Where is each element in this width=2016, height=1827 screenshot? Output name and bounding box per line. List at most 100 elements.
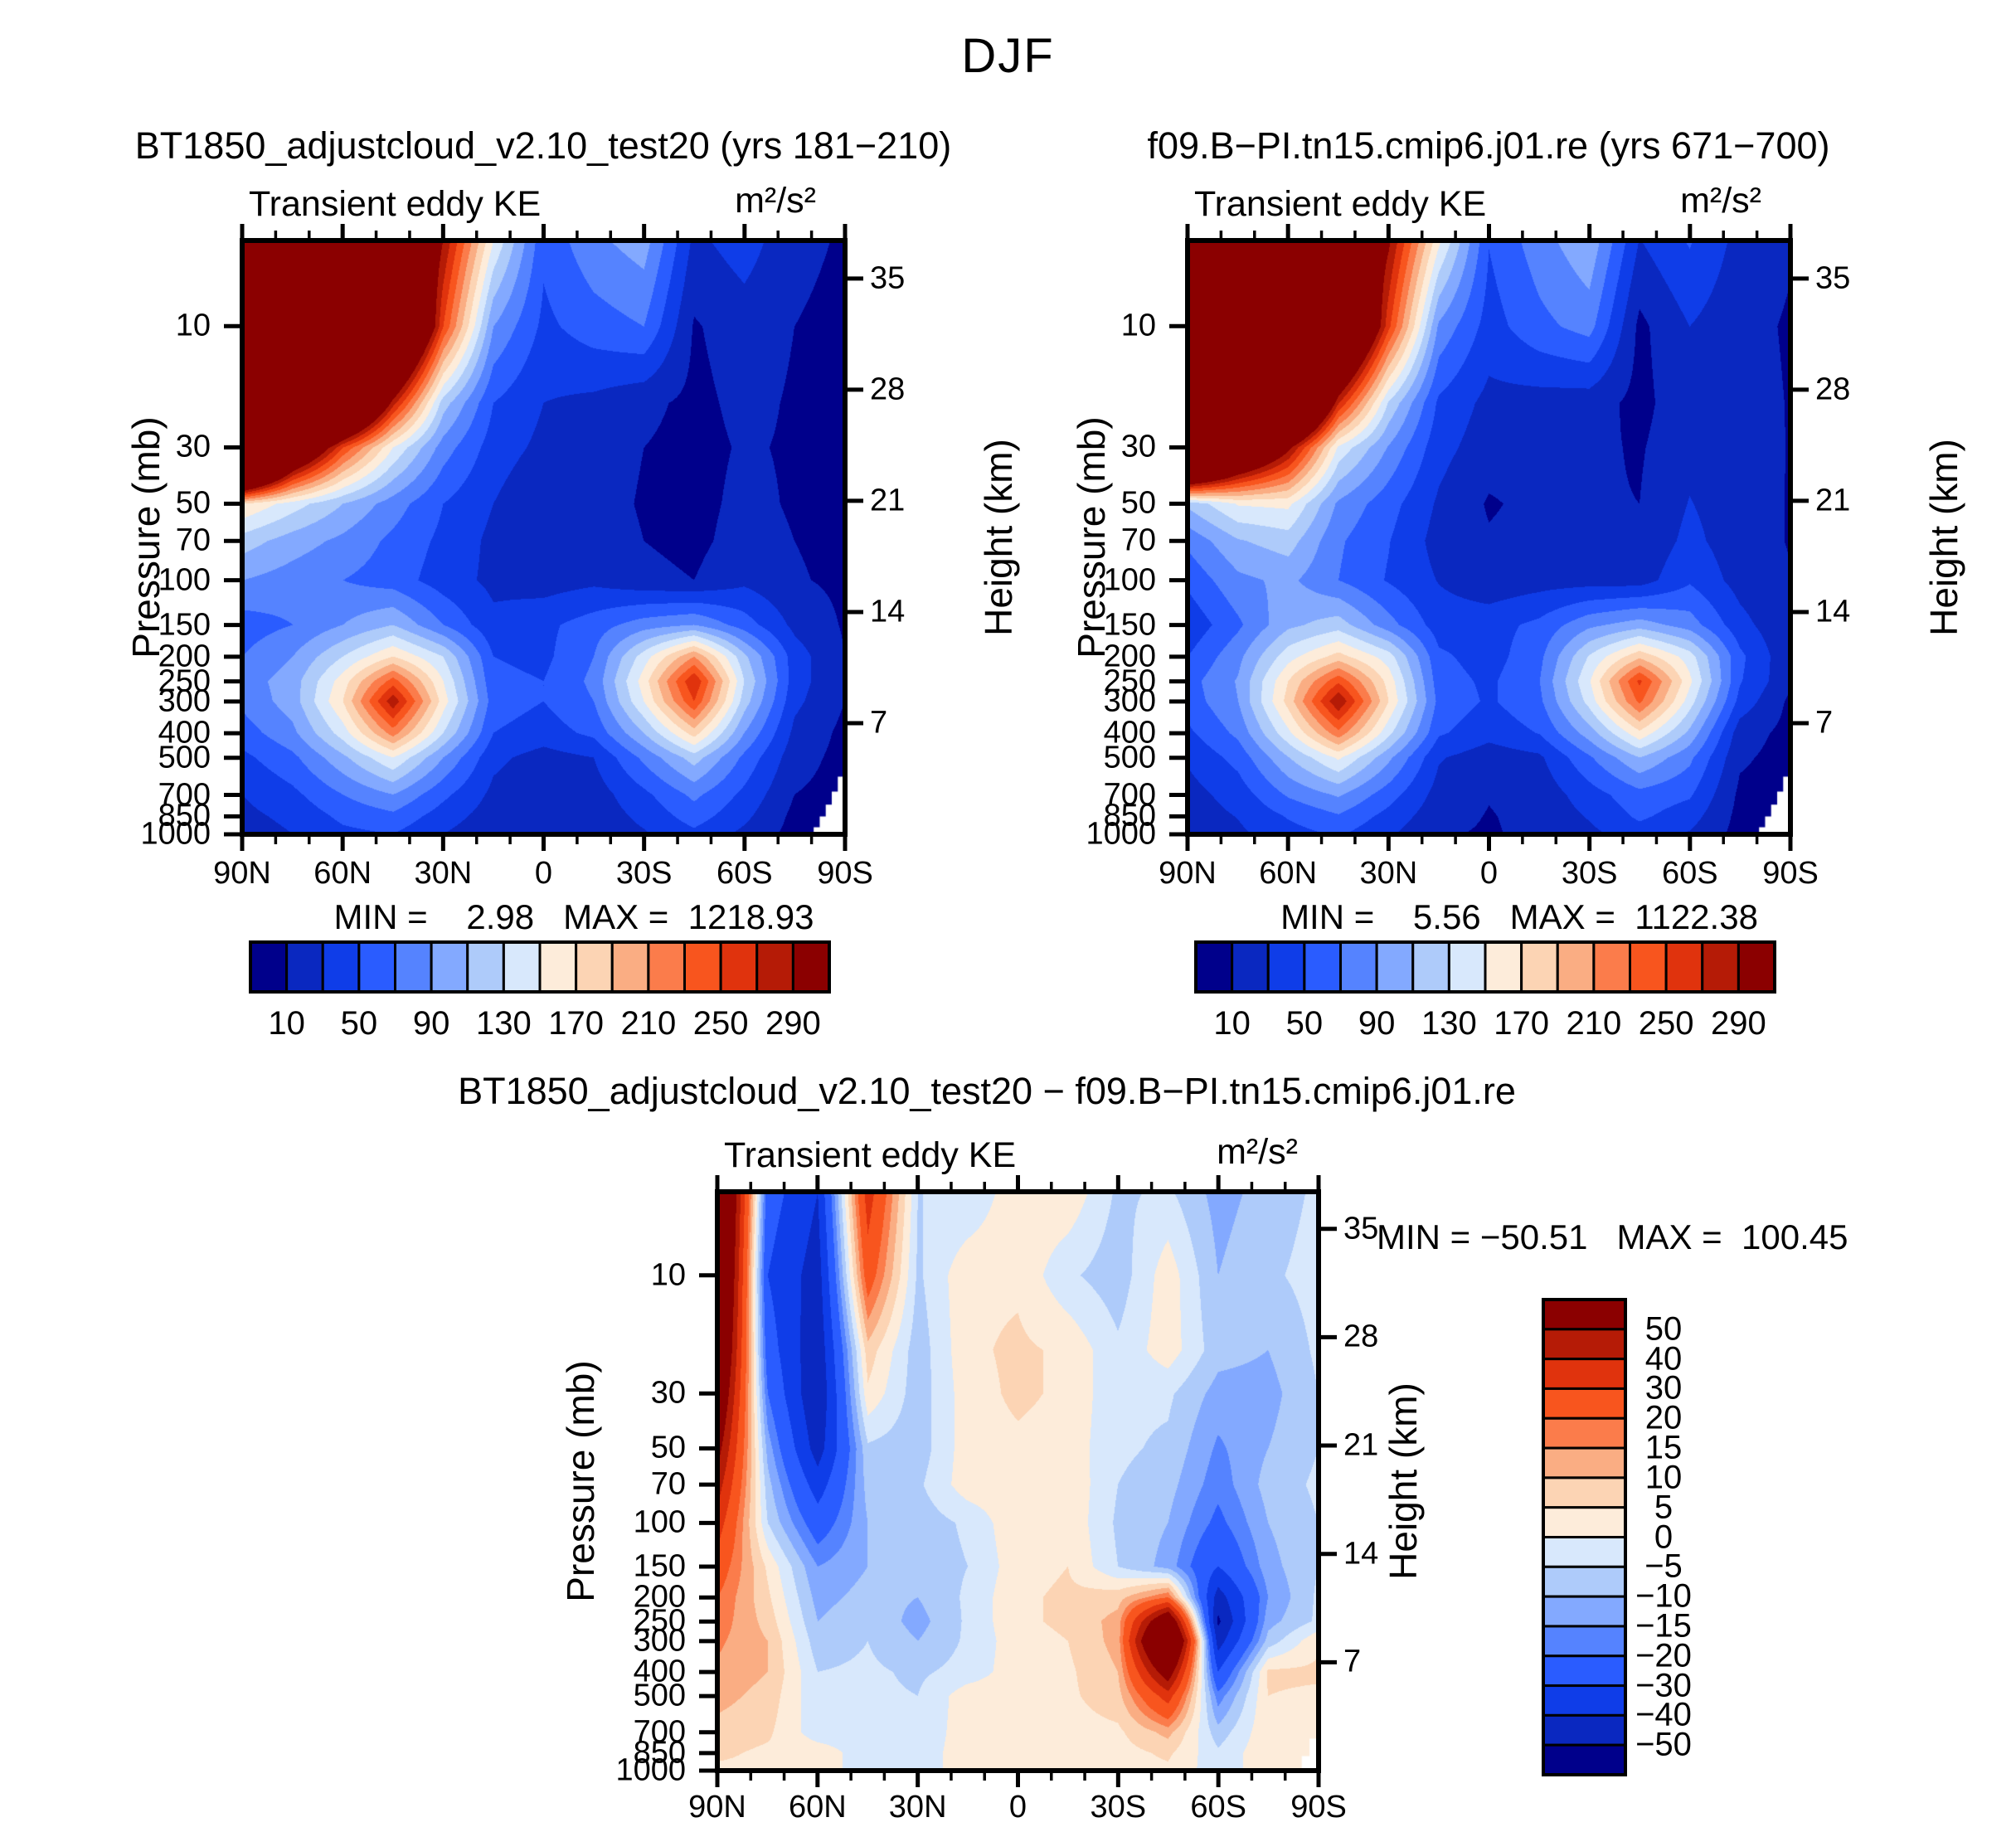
minmax-stats-bt1850: MIN = 2.98 MAX = 1218.93	[333, 897, 814, 936]
colorbar-cell	[1303, 940, 1342, 994]
colorbar-cell	[1664, 940, 1704, 994]
pressure-tick-label: 250	[1103, 663, 1156, 699]
variable-title: Transient eddy KE	[1194, 184, 1487, 224]
colorbar-tick-label: 40	[1644, 1340, 1683, 1378]
pressure-tick-label: 700	[158, 777, 211, 813]
panel-f09-title: f09.B−PI.tn15.cmip6.j01.re (yrs 671−700)	[1147, 124, 1830, 167]
colorbar-tick-label: −20	[1635, 1637, 1692, 1674]
minmax-stats-diff: MIN = −50.51 MAX = 100.45	[1377, 1217, 1848, 1256]
colorbar-cell	[1231, 940, 1270, 994]
lat-tick-label: 90N	[688, 1790, 746, 1825]
pressure-tick-label: 70	[175, 522, 211, 558]
colorbar-tick-label: 10	[268, 1005, 305, 1042]
colorbar-tick-label: 90	[412, 1005, 450, 1042]
colorbar-cell	[647, 940, 686, 994]
lat-tick-label: 30N	[888, 1790, 947, 1825]
pressure-tick-label: 700	[1103, 777, 1156, 813]
colorbar-cell	[357, 940, 396, 994]
pressure-tick-label: 850	[633, 1735, 686, 1771]
lat-tick-label: 60S	[1662, 856, 1718, 891]
colorbar-cell	[791, 940, 831, 994]
lat-tick-label: 90S	[1290, 1790, 1347, 1825]
colorbar-cell	[719, 940, 759, 994]
lat-tick-label: 60N	[788, 1790, 847, 1825]
pressure-tick-label: 200	[633, 1579, 686, 1615]
colorbar-cell	[321, 940, 361, 994]
colorbar-cell	[1375, 940, 1415, 994]
plot-frame	[1194, 940, 1776, 994]
plot-frame	[249, 940, 831, 994]
colorbar-tick-label: 30	[1644, 1369, 1683, 1407]
colorbar-cell	[466, 940, 505, 994]
contour-plot-f09	[1188, 241, 1790, 834]
colorbar-cell	[1629, 940, 1668, 994]
colorbar-tick-label: −40	[1635, 1696, 1692, 1733]
units-label: m²/s²	[735, 181, 816, 221]
colorbar-cell	[610, 940, 650, 994]
panel-bt1850-title: BT1850_adjustcloud_v2.10_test20 (yrs 181…	[134, 124, 952, 167]
pressure-tick-label: 150	[158, 607, 211, 643]
contour-plot-bt1850	[242, 241, 845, 834]
colorbar-tick-label: 130	[1421, 1005, 1477, 1042]
colorbar-cell	[1542, 1625, 1627, 1658]
colorbar-tick-label: 50	[1285, 1005, 1324, 1042]
colorbar-cell	[683, 940, 722, 994]
colorbar-tick-label: −15	[1635, 1607, 1692, 1645]
pressure-tick-label: 150	[1103, 607, 1156, 643]
colorbar-tick-label: 10	[1644, 1459, 1683, 1496]
pressure-tick-label: 200	[158, 639, 211, 674]
pressure-tick-label: 500	[633, 1678, 686, 1713]
height-tick-label: 14	[870, 594, 906, 629]
pressure-tick-label: 500	[158, 740, 211, 775]
colorbar-cell	[1411, 940, 1450, 994]
pressure-tick-label: 70	[650, 1466, 686, 1502]
pressure-tick-label: 70	[1120, 522, 1156, 558]
colorbar-cell	[394, 940, 433, 994]
panel-diff-title: BT1850_adjustcloud_v2.10_test20 − f09.B−…	[458, 1070, 1516, 1112]
lat-tick-label: 60N	[1259, 856, 1318, 891]
pressure-tick-label: 10	[175, 308, 211, 343]
colorbar-tick-label: 290	[1711, 1005, 1766, 1042]
colorbar-cell	[1484, 940, 1523, 994]
colorbar-cell	[755, 940, 794, 994]
lat-tick-label: 90S	[817, 856, 873, 891]
pressure-tick-label: 250	[633, 1603, 686, 1639]
colorbar-cell	[1701, 940, 1740, 994]
colorbar-tick-label: 170	[548, 1005, 604, 1042]
colorbar-tick-label: 50	[1644, 1310, 1683, 1348]
colorbar-cell	[1542, 1328, 1627, 1361]
height-tick-label: 35	[1815, 260, 1851, 296]
variable-title: Transient eddy KE	[724, 1135, 1017, 1175]
colorbar-cell	[1737, 940, 1776, 994]
lat-tick-label: 0	[1008, 1790, 1027, 1825]
lat-tick-label: 30S	[1090, 1790, 1147, 1825]
pressure-tick-label: 400	[1103, 715, 1156, 751]
lat-tick-label: 30S	[1561, 856, 1618, 891]
lat-tick-label: 60N	[313, 856, 372, 891]
colorbar-cell	[1542, 1416, 1627, 1450]
height-tick-label: 21	[1343, 1427, 1379, 1463]
colorbar-cell	[1194, 940, 1234, 994]
lat-tick-label: 60S	[1190, 1790, 1246, 1825]
pressure-tick-label: 300	[158, 683, 211, 719]
height-tick-label: 21	[1815, 483, 1851, 518]
colorbar-tick-label: −5	[1644, 1548, 1683, 1585]
height-tick-label: 28	[870, 372, 906, 407]
colorbar-cell	[502, 940, 542, 994]
colorbar-cell	[575, 940, 614, 994]
plot-frame	[1542, 1298, 1627, 1776]
height-tick-label: 35	[1343, 1211, 1379, 1246]
pressure-tick-label: 50	[650, 1430, 686, 1465]
lat-tick-label: 90S	[1762, 856, 1819, 891]
pressure-tick-label: 50	[175, 485, 211, 521]
colorbar-tick-label: 5	[1654, 1489, 1674, 1526]
height-tick-label: 7	[870, 705, 888, 741]
colorbar-bt1850	[249, 940, 831, 994]
height-axis-title: Height (km)	[1382, 1382, 1425, 1580]
height-tick-label: 7	[1815, 705, 1834, 741]
colorbar-tick-label: 15	[1644, 1429, 1683, 1466]
pressure-tick-label: 30	[175, 429, 211, 464]
pressure-tick-label: 50	[1120, 485, 1156, 521]
lat-tick-label: 60S	[717, 856, 773, 891]
height-tick-label: 35	[870, 260, 906, 296]
